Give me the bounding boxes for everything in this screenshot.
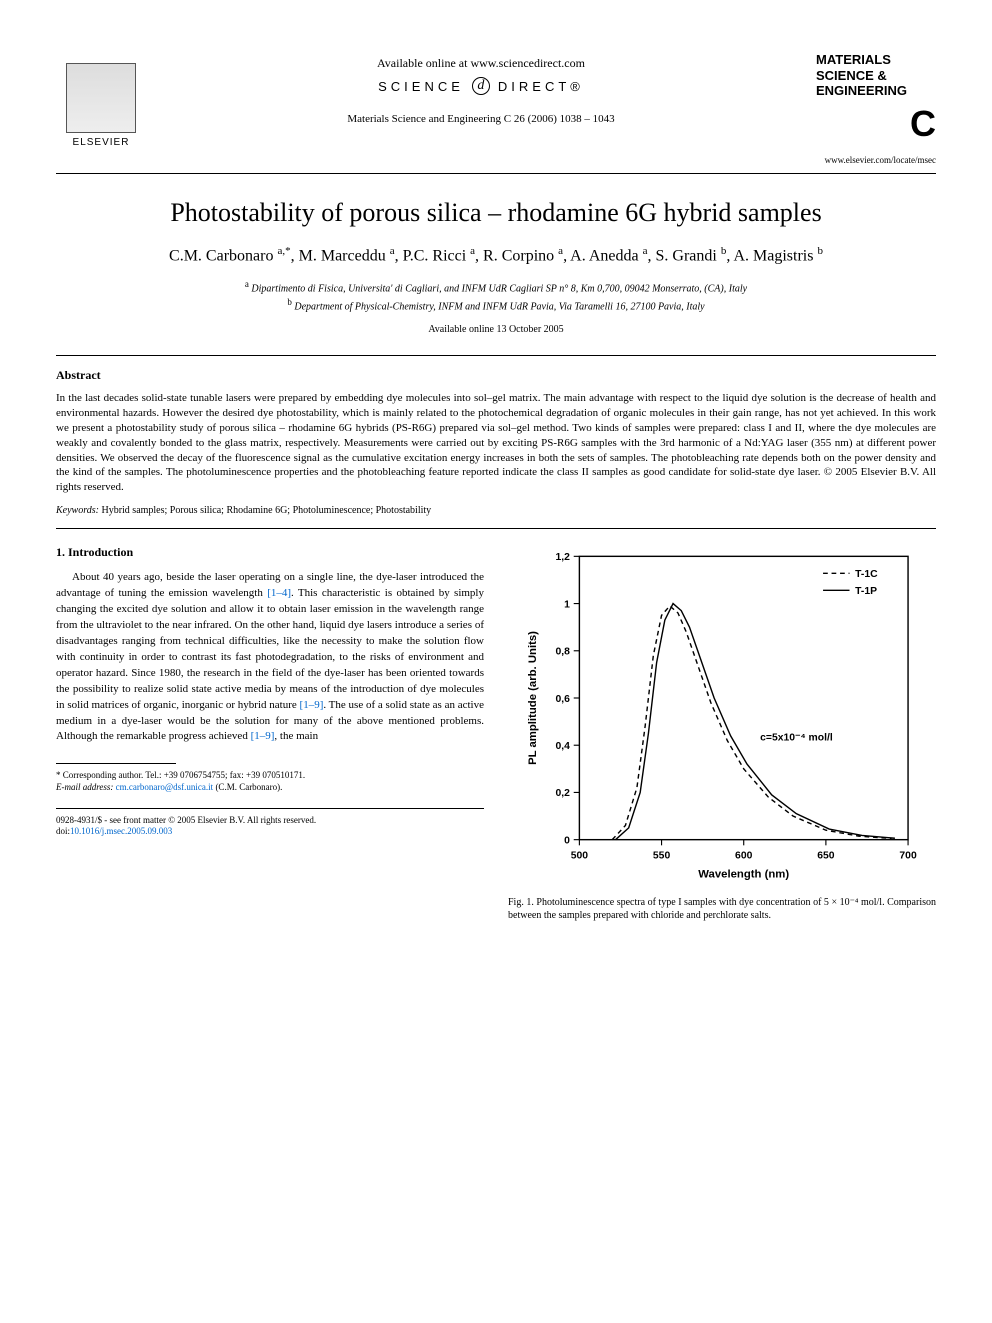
doi-label: doi: <box>56 826 70 836</box>
bottom-rule <box>56 808 484 809</box>
svg-text:PL amplitude (arb. Units): PL amplitude (arb. Units) <box>527 631 539 765</box>
svg-text:550: 550 <box>653 851 671 862</box>
keywords-line: Keywords: Hybrid samples; Porous silica;… <box>56 505 936 516</box>
elsevier-tree-icon <box>66 63 136 133</box>
affil-a: a Dipartimento di Fisica, Universita' di… <box>56 278 936 296</box>
svg-text:0,8: 0,8 <box>556 647 571 658</box>
figure-1-caption: Fig. 1. Photoluminescence spectra of typ… <box>508 896 936 922</box>
copyright-block: 0928-4931/$ - see front matter © 2005 El… <box>56 815 484 838</box>
email-link[interactable]: cm.carbonaro@dsf.unica.it <box>116 782 214 792</box>
svg-text:1: 1 <box>564 599 570 610</box>
journal-reference: Materials Science and Engineering C 26 (… <box>146 113 816 125</box>
svg-text:T-1C: T-1C <box>855 569 878 580</box>
page-header: ELSEVIER Available online at www.science… <box>56 48 936 174</box>
abstract-text: In the last decades solid-state tunable … <box>56 392 936 478</box>
corresponding-author-footnote: * Corresponding author. Tel.: +39 070675… <box>56 770 484 793</box>
svg-text:0: 0 <box>564 836 570 847</box>
authors-line: C.M. Carbonaro a,*, M. Marceddu a, P.C. … <box>56 244 936 268</box>
svg-text:0,4: 0,4 <box>556 741 571 752</box>
rule-below-keywords <box>56 528 936 529</box>
issn-line: 0928-4931/$ - see front matter © 2005 El… <box>56 815 484 827</box>
affiliations: a Dipartimento di Fisica, Universita' di… <box>56 278 936 315</box>
para1-d: , the main <box>274 730 318 742</box>
citation-link-1[interactable]: [1–4] <box>267 587 291 599</box>
journal-name-l1: MATERIALS <box>816 52 936 68</box>
email-after: (C.M. Carbonaro). <box>213 782 282 792</box>
journal-logo-block: MATERIALS SCIENCE & ENGINEERING C www.el… <box>816 48 936 165</box>
sd-right: DIRECT® <box>498 79 584 94</box>
header-center: Available online at www.sciencedirect.co… <box>146 48 816 125</box>
available-date: Available online 13 October 2005 <box>56 324 936 335</box>
journal-name-l3: ENGINEERING <box>816 83 936 99</box>
svg-text:600: 600 <box>735 851 753 862</box>
science-direct-logo: SCIENCE d DIRECT® <box>378 77 584 95</box>
abstract-heading: Abstract <box>56 368 936 383</box>
rule-above-abstract <box>56 355 936 356</box>
elsevier-label: ELSEVIER <box>73 137 130 148</box>
two-column-area: 1. Introduction About 40 years ago, besi… <box>56 545 936 922</box>
left-column: 1. Introduction About 40 years ago, besi… <box>56 545 484 922</box>
right-column: 500 550 600 650 700 0 0,2 0,4 0,6 0,8 1 1,2 Waveleng… <box>508 545 936 922</box>
available-online-text: Available online at www.sciencedirect.co… <box>146 56 816 71</box>
svg-text:500: 500 <box>571 851 589 862</box>
svg-text:700: 700 <box>899 851 917 862</box>
journal-name-l2: SCIENCE & <box>816 68 936 84</box>
citation-link-3[interactable]: [1–9] <box>251 730 275 742</box>
elsevier-logo: ELSEVIER <box>56 48 146 148</box>
para1-b: . This characteristic is obtained by sim… <box>56 587 484 711</box>
citation-link-2[interactable]: [1–9] <box>300 699 324 711</box>
journal-name: MATERIALS SCIENCE & ENGINEERING <box>816 48 936 103</box>
sd-left: SCIENCE <box>378 79 464 94</box>
journal-url: www.elsevier.com/locate/msec <box>816 155 936 165</box>
journal-letter: C <box>816 103 936 145</box>
footnote-separator <box>56 763 176 764</box>
corr-author-line: * Corresponding author. Tel.: +39 070675… <box>56 770 484 782</box>
section-1-heading: 1. Introduction <box>56 545 484 560</box>
article-title: Photostability of porous silica – rhodam… <box>56 198 936 228</box>
doi-link[interactable]: 10.1016/j.msec.2005.09.003 <box>70 826 172 836</box>
section-1-body: About 40 years ago, beside the laser ope… <box>56 570 484 745</box>
svg-text:0,2: 0,2 <box>556 788 571 799</box>
svg-text:T-1P: T-1P <box>855 586 877 597</box>
affil-b: b Department of Physical-Chemistry, INFM… <box>56 296 936 314</box>
svg-text:1,2: 1,2 <box>556 552 571 563</box>
svg-text:Wavelength (nm): Wavelength (nm) <box>698 869 789 881</box>
svg-text:0,6: 0,6 <box>556 694 571 705</box>
svg-text:c=5x10⁻⁴ mol/l: c=5x10⁻⁴ mol/l <box>760 733 833 744</box>
keywords-values: Hybrid samples; Porous silica; Rhodamine… <box>101 505 431 516</box>
keywords-label: Keywords: <box>56 505 99 516</box>
abstract-body: In the last decades solid-state tunable … <box>56 391 936 495</box>
email-line: E-mail address: cm.carbonaro@dsf.unica.i… <box>56 782 484 794</box>
sd-d-icon: d <box>472 77 490 95</box>
svg-text:650: 650 <box>817 851 835 862</box>
email-label: E-mail address: <box>56 782 113 792</box>
doi-line: doi:10.1016/j.msec.2005.09.003 <box>56 826 484 838</box>
figure-1-chart: 500 550 600 650 700 0 0,2 0,4 0,6 0,8 1 1,2 Waveleng… <box>508 545 936 885</box>
